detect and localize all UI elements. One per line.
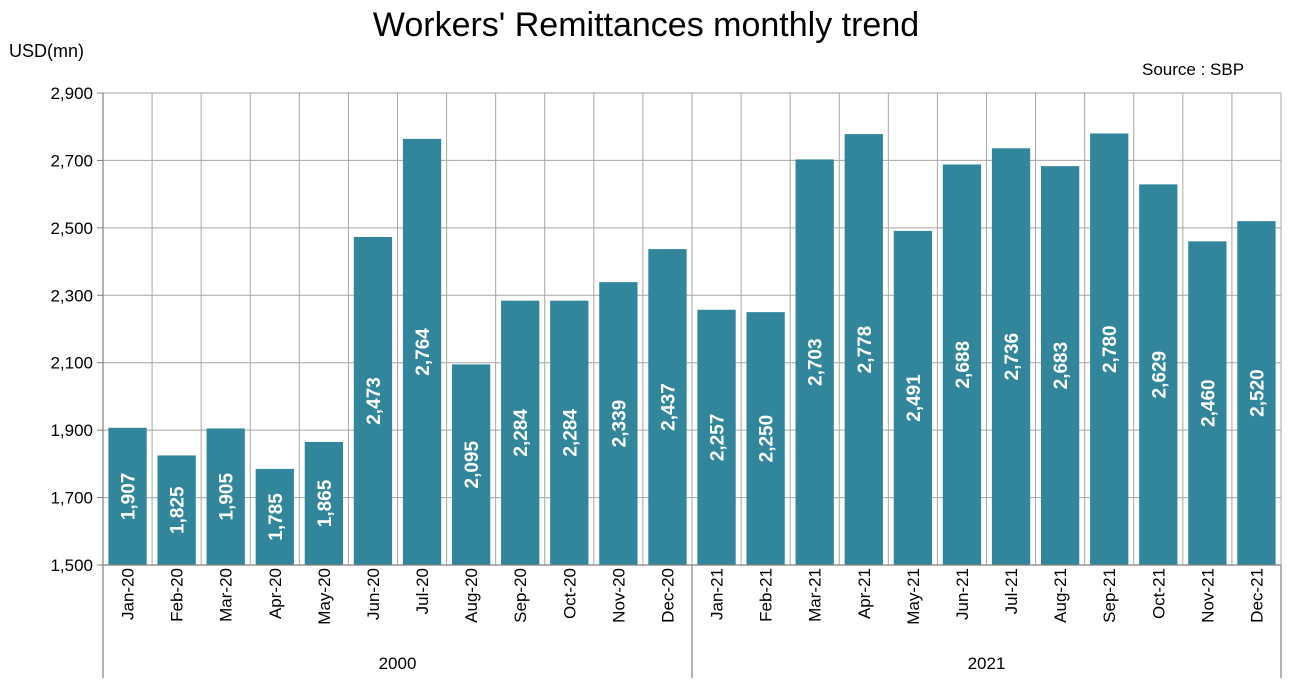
bar-data-label: 2,688: [953, 341, 974, 389]
bar: [1090, 133, 1129, 565]
bar: [991, 148, 1031, 565]
bars: [108, 133, 1276, 566]
bar: [942, 164, 982, 565]
labels: 1,500 1,700 1,900 2,100 2,300 2,500 2,700 2,900…: [50, 84, 1268, 673]
bar-data-label: 2,778: [855, 326, 876, 374]
x-tick-label: Oct-20: [560, 568, 579, 619]
bar-data-label: 2,284: [560, 409, 581, 457]
bar-data-label: 2,339: [609, 400, 630, 448]
x-group-label: 2021: [968, 654, 1006, 673]
bar: [108, 427, 147, 565]
bar-data-label: 2,437: [658, 383, 679, 431]
bar-data-label: 1,825: [168, 486, 189, 534]
x-tick-label: Feb-20: [168, 568, 187, 622]
bar: [893, 230, 933, 566]
bar-data-label: 1,865: [315, 479, 336, 527]
x-tick-label: Jun-20: [364, 568, 383, 620]
bar: [451, 364, 491, 565]
x-tick-label: Jul-20: [413, 568, 432, 614]
x-tick-label: Sep-21: [1100, 568, 1119, 623]
x-tick-label: Mar-20: [217, 568, 236, 622]
bar: [255, 468, 294, 565]
bar-data-label: 2,736: [1002, 333, 1023, 381]
bar: [697, 309, 736, 565]
x-tick-label: Dec-21: [1247, 568, 1266, 623]
bar-data-label: 2,491: [904, 374, 925, 422]
x-tick-label: Jan-20: [119, 568, 138, 620]
bar-data-label: 2,683: [1051, 342, 1072, 390]
bar: [1237, 221, 1276, 565]
x-tick-label: Apr-20: [266, 568, 285, 619]
bar-data-label: 2,284: [511, 409, 532, 457]
x-tick-label: Nov-21: [1198, 568, 1217, 623]
bar-data-label: 1,907: [119, 473, 140, 521]
y-tick-label: 2,700: [50, 151, 93, 170]
y-axis-unit-label: USD(mn): [9, 41, 84, 61]
x-tick-label: May-21: [904, 568, 923, 625]
bar-data-label: 2,460: [1198, 379, 1219, 427]
bar: [599, 282, 638, 565]
bar: [550, 300, 589, 565]
bar: [746, 312, 785, 565]
y-tick-label: 2,500: [50, 219, 93, 238]
bar: [1040, 166, 1080, 565]
x-tick-label: Apr-21: [855, 568, 874, 619]
grid-lines: [102, 92, 1282, 566]
bar: [648, 249, 687, 565]
x-tick-label: Jan-21: [708, 568, 727, 620]
y-tick-label: 2,100: [50, 354, 93, 373]
bar-data-label: 2,629: [1149, 351, 1170, 399]
bar-data-label: 2,473: [364, 377, 385, 425]
bar: [844, 134, 883, 566]
x-group-label: 2000: [379, 654, 417, 673]
bar-data-label: 2,764: [413, 328, 434, 376]
x-tick-label: Oct-21: [1149, 568, 1168, 619]
y-tick-label: 1,700: [50, 489, 93, 508]
axes: [97, 92, 1282, 678]
chart-title: Workers' Remittances monthly trend: [372, 6, 920, 44]
y-tick-label: 2,900: [50, 84, 93, 103]
x-tick-label: Jul-21: [1002, 568, 1021, 614]
x-tick-label: Sep-20: [511, 568, 530, 623]
bar: [206, 428, 245, 565]
x-tick-label: Jun-21: [953, 568, 972, 620]
bar-data-label: 2,257: [708, 414, 729, 462]
x-tick-label: Aug-21: [1051, 568, 1070, 623]
bar-data-label: 2,520: [1247, 369, 1268, 417]
bar: [353, 236, 393, 565]
x-tick-label: Dec-20: [658, 568, 677, 623]
y-tick-label: 2,300: [50, 286, 93, 305]
y-tick-label: 1,500: [50, 556, 93, 575]
bar-data-label: 2,250: [757, 415, 778, 463]
bar: [304, 441, 344, 565]
bar-data-label: 1,785: [266, 493, 287, 541]
bar: [795, 159, 834, 565]
y-tick-label: 1,900: [50, 421, 93, 440]
bar-data-label: 1,905: [217, 473, 238, 521]
bar: [157, 455, 196, 565]
x-tick-label: May-20: [315, 568, 334, 625]
source-note: Source : SBP: [1142, 60, 1245, 79]
bar-data-label: 2,780: [1100, 325, 1121, 373]
x-tick-label: Nov-20: [609, 568, 628, 623]
x-tick-label: Mar-21: [806, 568, 825, 622]
bar: [402, 138, 442, 565]
bar-data-label: 2,703: [806, 338, 827, 386]
x-tick-label: Feb-21: [757, 568, 776, 622]
bar-data-label: 2,095: [462, 440, 483, 488]
bar: [1188, 241, 1227, 566]
x-tick-label: Aug-20: [462, 568, 481, 623]
bar: [1139, 184, 1178, 565]
bar: [501, 300, 540, 565]
